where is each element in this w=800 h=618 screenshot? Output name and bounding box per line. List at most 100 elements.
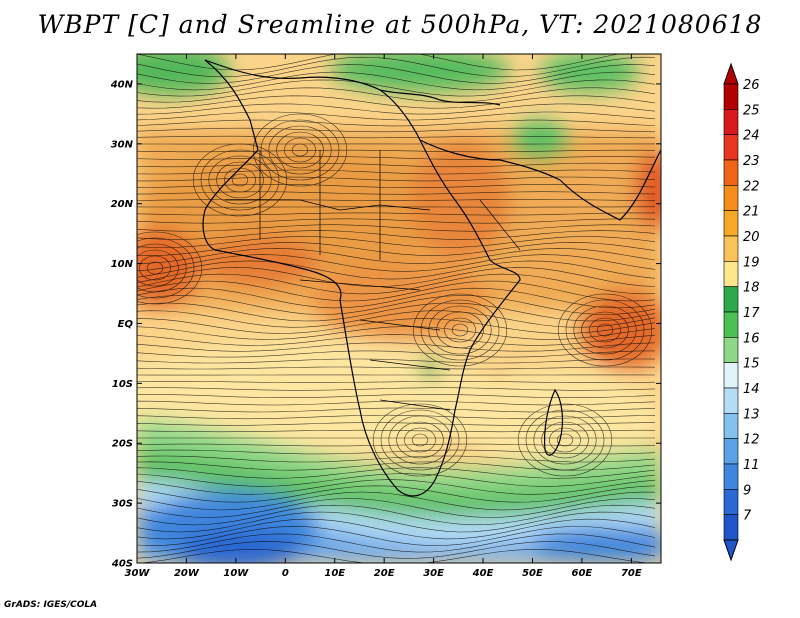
map-frame bbox=[136, 53, 662, 564]
colorbar-label: 11 bbox=[743, 458, 760, 473]
vortex-streamline bbox=[252, 113, 348, 187]
streamline bbox=[137, 387, 656, 391]
vortex-streamline bbox=[573, 305, 637, 355]
streamline bbox=[137, 218, 656, 224]
streamline bbox=[137, 295, 656, 315]
vortex-streamline bbox=[268, 125, 332, 175]
streamline bbox=[137, 212, 655, 216]
vortex-streamline bbox=[565, 299, 645, 361]
colorbar-bottom-arrow bbox=[723, 539, 739, 562]
longitude-labels: 30W 20W 10W 0 10E 20E 30E 40E 50E 60E 70E bbox=[125, 568, 642, 579]
latitude-labels: 40N 30N 20N 10N EQ 10S 20S 30S 40S bbox=[110, 79, 134, 569]
lat-label: 30S bbox=[112, 499, 133, 510]
streamline bbox=[137, 267, 656, 287]
streamline bbox=[137, 498, 656, 518]
lat-label: 40S bbox=[111, 559, 133, 570]
streamline bbox=[137, 242, 656, 256]
colorbar-swatch bbox=[723, 337, 739, 363]
colorbar-label: 25 bbox=[743, 103, 760, 118]
lon-label: 30E bbox=[423, 568, 444, 579]
colorbar-label: 24 bbox=[743, 129, 760, 144]
streamline bbox=[137, 485, 656, 503]
colorbar-label: 15 bbox=[743, 357, 760, 372]
vortex-streamline bbox=[404, 427, 436, 453]
colorbar-swatch bbox=[723, 261, 739, 287]
streamline bbox=[137, 541, 656, 559]
vortex-streamline bbox=[533, 415, 597, 465]
streamline bbox=[137, 358, 656, 364]
streamline bbox=[137, 119, 656, 127]
lon-label: 60E bbox=[572, 568, 593, 579]
colorbar-label: 9 bbox=[743, 483, 751, 498]
streamline bbox=[137, 64, 656, 84]
colorbar-swatch bbox=[723, 413, 739, 439]
vortex-streamline bbox=[517, 403, 613, 477]
streamline bbox=[137, 549, 652, 563]
colorbar-swatch bbox=[723, 438, 739, 465]
vortex-streamline bbox=[412, 293, 508, 367]
streamline bbox=[137, 56, 656, 78]
vortex-streamline bbox=[596, 323, 614, 337]
colorbar-swatch bbox=[723, 210, 739, 237]
lon-label: 30W bbox=[125, 568, 151, 579]
streamline bbox=[137, 422, 656, 426]
vortex-streamline bbox=[388, 415, 452, 465]
streamline bbox=[137, 260, 656, 280]
vortex-streamline bbox=[549, 427, 581, 453]
streamline bbox=[137, 342, 656, 352]
vortex-streamline bbox=[556, 433, 574, 447]
colorbar-swatch bbox=[723, 185, 739, 211]
streamline bbox=[137, 414, 656, 420]
vortex-streamline bbox=[372, 403, 468, 477]
vortex-streamline bbox=[137, 237, 195, 299]
colorbar-label: 7 bbox=[743, 509, 752, 524]
lon-label: 0 bbox=[282, 568, 289, 579]
colorbar: 26 25 24 23 22 21 20 19 18 17 16 15 14 13 12 11 9 7 bbox=[723, 62, 760, 562]
colorbar-swatch bbox=[723, 463, 739, 490]
colorbar-swatch bbox=[723, 489, 739, 515]
streamline bbox=[137, 254, 656, 272]
vortex-streamline bbox=[451, 323, 469, 337]
streamline bbox=[137, 103, 656, 115]
streamline bbox=[137, 443, 656, 447]
streamline bbox=[137, 491, 656, 511]
lon-label: 70E bbox=[621, 568, 642, 579]
vortex-streamline bbox=[411, 433, 429, 447]
vortex-streamline bbox=[231, 173, 249, 187]
streamline bbox=[137, 169, 656, 175]
vortex-streamline bbox=[525, 409, 605, 471]
colorbar-label: 14 bbox=[743, 382, 760, 397]
vortex-streamline bbox=[260, 119, 340, 181]
streamline bbox=[137, 127, 656, 133]
vortex-streamline bbox=[291, 143, 309, 157]
streamline bbox=[137, 381, 656, 383]
colorbar-top-arrow bbox=[723, 62, 739, 85]
lon-label: 40E bbox=[472, 568, 494, 579]
streamline bbox=[137, 191, 656, 195]
vortex-streamline bbox=[581, 311, 629, 349]
colorbar-label: 22 bbox=[743, 179, 760, 194]
colorbar-swatch bbox=[723, 109, 739, 135]
colorbar-label: 12 bbox=[743, 433, 760, 448]
streamline bbox=[137, 183, 656, 189]
lat-label: 40N bbox=[110, 79, 134, 90]
streamline bbox=[137, 350, 655, 358]
lon-label: 50E bbox=[522, 568, 543, 579]
colorbar-label: 20 bbox=[743, 230, 760, 245]
streamline bbox=[137, 230, 656, 240]
streamline bbox=[137, 473, 656, 487]
vortex-streamline bbox=[192, 143, 288, 217]
axis-ticks bbox=[136, 54, 661, 564]
streamline bbox=[137, 54, 621, 71]
lat-label: 20N bbox=[111, 199, 134, 210]
streamline bbox=[137, 162, 656, 168]
streamline bbox=[137, 533, 656, 553]
colorbar-label: 19 bbox=[743, 255, 760, 270]
lon-label: 10W bbox=[223, 568, 249, 579]
colorbar-label: 23 bbox=[743, 154, 760, 169]
streamline bbox=[137, 504, 656, 526]
vortex-streamline bbox=[200, 149, 280, 211]
vortex-streamline bbox=[216, 161, 264, 199]
streamline bbox=[137, 111, 656, 121]
vortex-streamline bbox=[139, 255, 171, 281]
